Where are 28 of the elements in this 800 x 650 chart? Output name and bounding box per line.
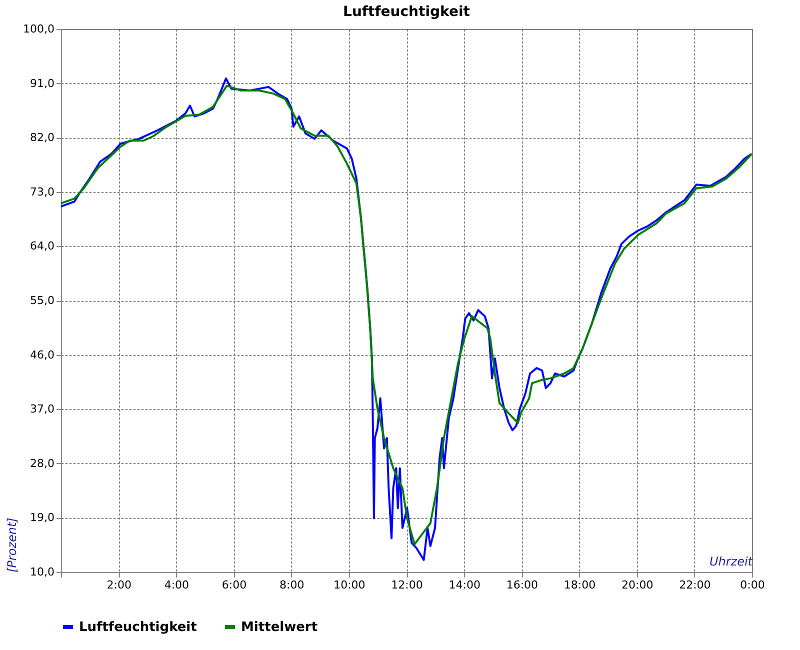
x-tick-label: 10:00 (334, 578, 366, 592)
y-tick-label: 10,0 (30, 566, 54, 578)
x-tick-label: 12:00 (391, 578, 423, 592)
x-tick-label: 14:00 (448, 578, 480, 592)
y-tick-label: 28,0 (30, 456, 54, 470)
x-tick-label: 2:00 (106, 578, 132, 592)
y-tick-label: 37,0 (30, 402, 54, 416)
x-tick-label: 22:00 (679, 578, 711, 592)
y-tick-label: 64,0 (30, 240, 54, 253)
legend-label: Luftfeuchtigkeit (79, 620, 197, 635)
y-tick-label: 46,0 (30, 348, 54, 362)
x-tick-label: 18:00 (564, 578, 596, 592)
x-tick-label: 4:00 (164, 578, 190, 592)
y-tick-label: 19,0 (30, 511, 54, 524)
x-tick-label: 16:00 (506, 578, 538, 592)
y-tick-label: 73,0 (30, 185, 54, 198)
legend-label: Mittelwert (241, 620, 318, 635)
y-tick-label: 82,0 (30, 131, 54, 144)
y-tick-label: 55,0 (30, 294, 54, 307)
y-tick-label: 100,0 (23, 22, 54, 36)
x-tick-label: 20:00 (621, 578, 654, 592)
x-axis-title: Uhrzeit (709, 554, 754, 568)
y-axis-title: [Prozent] (5, 517, 20, 572)
x-tick-label: 0:00 (740, 578, 765, 592)
x-tick-label: 8:00 (279, 578, 304, 592)
chart-title: Luftfeuchtigkeit (343, 4, 470, 20)
y-tick-label: 91,0 (30, 76, 54, 90)
x-tick-label: 6:00 (222, 578, 247, 592)
